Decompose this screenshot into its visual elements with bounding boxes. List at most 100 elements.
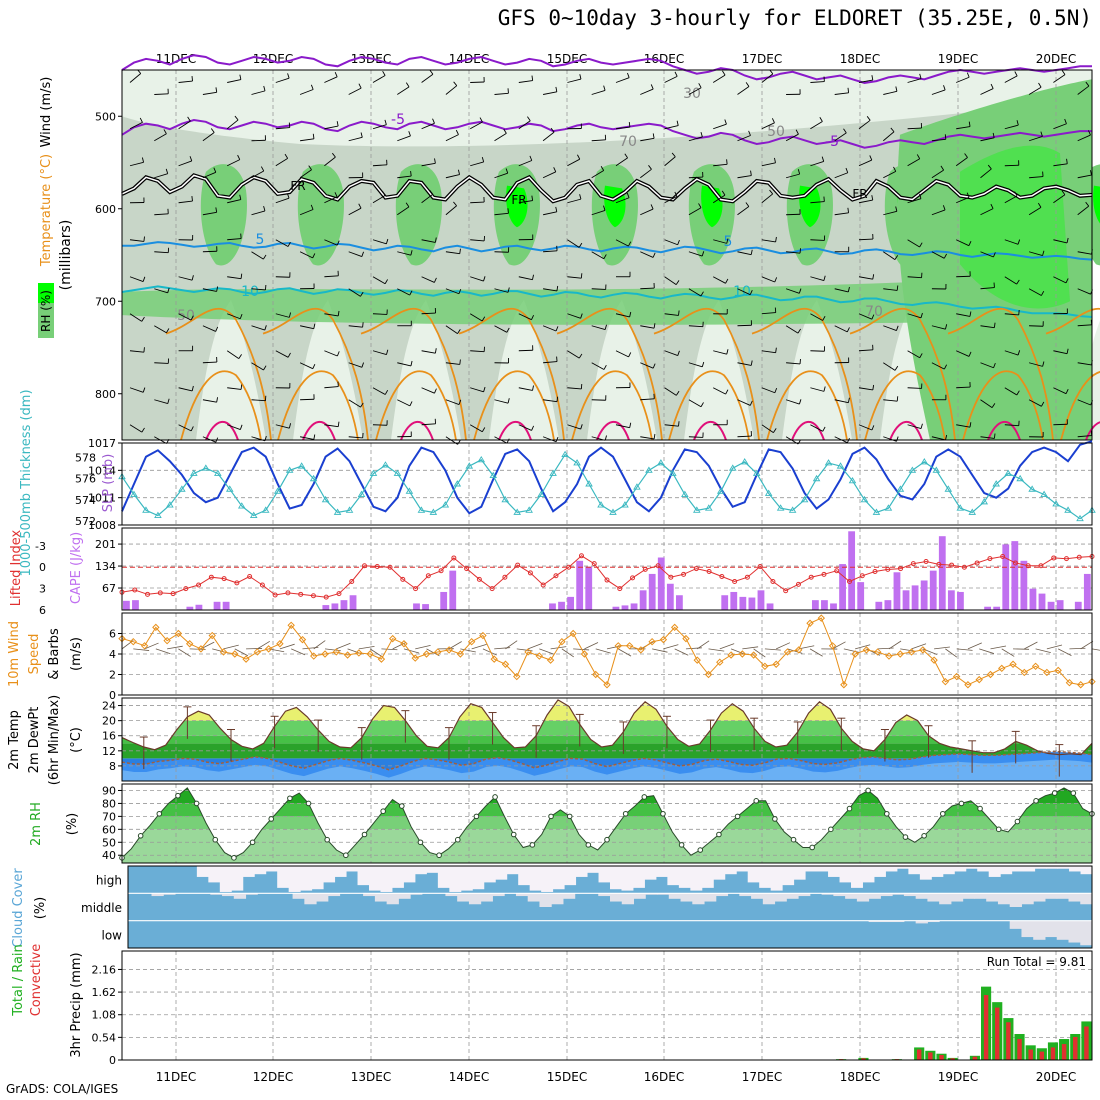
wind-barb-flag — [968, 240, 972, 246]
wind-barb-flag — [700, 131, 703, 138]
wind-barb — [713, 123, 727, 130]
cloud-middle-cell — [398, 893, 411, 899]
cloud-middle-cell — [410, 893, 423, 895]
wind10-point — [1077, 681, 1085, 689]
lifted-index-point — [591, 561, 597, 567]
wind-barb — [518, 276, 533, 281]
rh-dry-plume — [196, 300, 266, 440]
wind-barb-flag — [675, 280, 680, 285]
wind-barb — [834, 212, 849, 216]
wind10-barb — [990, 645, 1007, 650]
cloud-high-cell — [598, 866, 611, 883]
cloud-high-cell — [805, 866, 818, 872]
wind-barb — [980, 208, 994, 216]
wind-barb — [518, 200, 533, 204]
wind-barb-flag — [434, 388, 437, 394]
lifted-index-point — [132, 587, 138, 593]
isotherm-20-line — [473, 370, 555, 441]
wind-barb — [664, 350, 678, 356]
wind-barb-flag — [968, 121, 971, 127]
cloud-high-cell — [541, 866, 554, 892]
rh-moist-cell — [297, 164, 344, 266]
wind-barb-flag — [650, 204, 654, 210]
wind10-barb — [877, 647, 894, 650]
wind-barb-flag — [799, 248, 801, 254]
cloud-high-cell — [346, 866, 359, 872]
wind-barb — [1028, 288, 1042, 296]
wind-barb — [372, 195, 386, 204]
cloud-high-cell — [621, 866, 634, 891]
wind-barb-flag — [310, 204, 314, 210]
cloud-high-cell — [483, 866, 496, 883]
thickness-point — [621, 501, 629, 508]
thickness-point — [285, 466, 294, 473]
wind10-barb — [1035, 648, 1051, 653]
wind-barb-flag — [700, 291, 704, 297]
wind-barb — [1004, 124, 1019, 130]
cape-bar — [1002, 544, 1010, 610]
thickness-point — [130, 490, 138, 497]
wind10-point — [185, 640, 194, 648]
wind-barb-flag — [745, 202, 750, 207]
wind-barb-flag — [239, 424, 243, 430]
wind-barb-flag — [531, 314, 535, 320]
rh-point — [604, 836, 610, 843]
wind-barb-flag — [382, 191, 386, 196]
wind-barb — [761, 193, 773, 204]
wind-barb-flag — [896, 325, 899, 331]
wind-barb-flag — [239, 313, 243, 319]
cloud-middle-cell — [1021, 893, 1034, 905]
wind-barb-flag — [726, 159, 728, 165]
rh-point — [678, 842, 685, 848]
contour-label: -5 — [391, 112, 405, 128]
wind-barb — [421, 73, 434, 83]
rh-y-tick-label: 60 — [102, 823, 116, 836]
wind-barb — [980, 88, 994, 95]
cape-bar — [920, 580, 928, 610]
time-label-bottom: 17DEC — [742, 1070, 782, 1084]
wind10-barb — [1046, 644, 1063, 650]
lifted-index-point — [183, 586, 189, 592]
cape-bar — [576, 560, 584, 610]
wind-barb-flag — [308, 165, 312, 170]
wind10-point — [682, 634, 690, 643]
cloud-low-cell — [1009, 920, 1022, 929]
cloud-high-cell — [414, 866, 427, 875]
thickness-point — [321, 495, 330, 503]
wind-barb-flag — [141, 316, 145, 322]
cloud-middle-cell — [962, 893, 975, 899]
time-label-top: 16DEC — [644, 52, 684, 66]
cloud-middle-cell — [1068, 893, 1081, 902]
cloud-high-cell — [782, 866, 795, 886]
wind-barb — [227, 199, 241, 204]
wind-barb-flag — [677, 239, 680, 245]
wind-barb — [372, 239, 387, 245]
wind-barb — [980, 168, 992, 179]
thickness-point — [728, 464, 737, 471]
cloud-high-cell — [460, 866, 473, 891]
isotherm-25-line — [400, 420, 434, 441]
cloud-frame — [127, 865, 1093, 949]
wind-barb — [956, 126, 971, 130]
cloud-high-cell — [655, 866, 668, 877]
wind-barb — [154, 173, 168, 179]
wind10-barb — [832, 641, 846, 650]
wind-barb — [129, 313, 142, 322]
wind-barb-flag — [871, 314, 875, 320]
thickness-point — [585, 480, 593, 487]
cloud-middle-cell — [762, 893, 776, 905]
wind-barb-flag — [263, 85, 266, 91]
wind10-barb — [471, 643, 487, 650]
wind-barb — [348, 325, 363, 328]
thickness-point — [992, 480, 1000, 487]
wind-barb — [907, 350, 920, 359]
wind-barb — [202, 436, 216, 443]
wind-barb — [810, 239, 825, 241]
wind-barb-flag — [674, 71, 678, 77]
wind-barb — [202, 288, 217, 292]
cape-bar — [349, 595, 357, 610]
wind10-point — [513, 672, 521, 681]
lifted-index-point — [196, 582, 202, 588]
wind-barb — [494, 132, 507, 142]
cloud-middle-cell — [363, 893, 376, 897]
